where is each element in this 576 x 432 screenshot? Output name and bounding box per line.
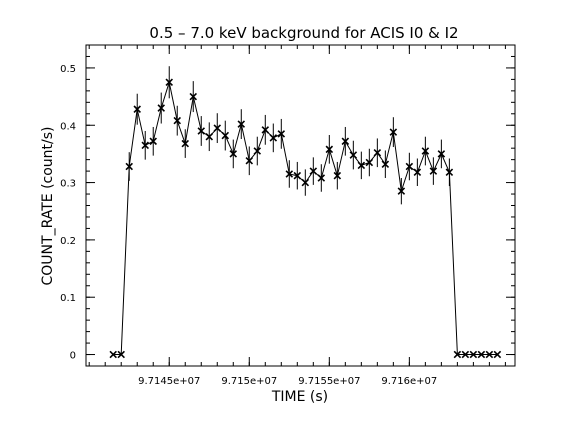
data-point [109,350,117,359]
data-point [213,124,222,132]
y-tick-label: 0.5 [60,64,76,75]
data-series [109,66,502,359]
data-point [357,161,366,170]
data-point [221,131,230,140]
data-point [277,130,286,138]
series-line [113,80,498,355]
data-point [389,128,398,136]
data-point [205,132,214,141]
x-tick-label: 9.715e+07 [221,376,277,387]
x-tick-label: 9.7145e+07 [138,376,200,387]
data-point [149,137,157,146]
data-point [349,151,358,159]
data-point [429,167,438,175]
data-point [189,92,198,101]
data-point [141,141,149,150]
data-point [157,104,166,112]
data-point [477,350,486,359]
x-tick-label: 9.7155e+07 [298,376,360,387]
data-point [341,137,350,146]
x-axis-label: TIME (s) [271,389,328,405]
x-tick-label: 9.716e+07 [381,376,437,387]
data-point [269,134,278,142]
data-point [485,350,494,359]
y-tick-label: 0.3 [60,179,76,190]
data-point [301,178,310,187]
data-point [373,148,382,157]
data-point [293,171,302,180]
data-point [245,157,254,165]
data-point [229,150,238,158]
data-point [445,168,454,177]
y-tick-label: 0.4 [60,121,76,132]
data-point [117,350,125,359]
chart-title: 0.5 – 7.0 keV background for ACIS I0 & I… [149,24,458,42]
data-point [133,105,141,113]
data-point [285,170,294,178]
data-point [181,139,190,148]
data-point [165,78,174,87]
y-tick-label: 0.2 [60,236,76,247]
data-point [421,147,430,155]
data-point [197,127,206,135]
data-point [309,167,318,175]
data-point [173,116,182,125]
y-axis: 0 0.1 0.2 0.3 0.4 0.5 [60,44,515,367]
data-point [493,350,502,359]
data-point [453,350,462,359]
y-tick-label: 0 [70,351,76,362]
data-point [325,145,334,154]
data-point [381,160,390,168]
data-point [397,187,406,195]
data-point [469,350,478,359]
data-point [125,162,133,171]
data-point [261,126,270,134]
data-point [237,120,246,128]
y-axis-label: COUNT_RATE (count/s) [40,127,56,286]
data-point [253,147,262,155]
data-point [437,150,446,158]
data-point [413,168,422,177]
data-point [461,350,470,359]
data-point [365,158,374,167]
data-point [405,162,414,171]
y-tick-label: 0.1 [60,293,76,304]
data-point [317,174,326,182]
x-axis: 9.7145e+07 9.715e+07 9.7155e+07 9.716e+07 [88,45,506,387]
data-point [333,171,342,180]
